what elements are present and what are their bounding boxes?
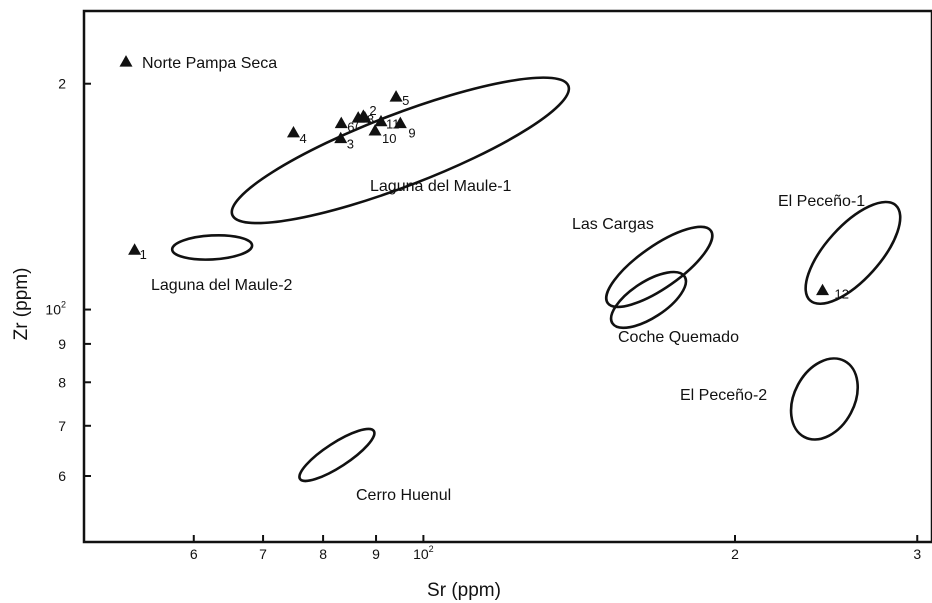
y-tick-label: 2 xyxy=(58,76,66,92)
point-marker-5 xyxy=(389,90,403,102)
point-marker-10 xyxy=(368,124,382,136)
point-marker-8 xyxy=(358,111,372,123)
legend-label: Norte Pampa Seca xyxy=(142,55,277,72)
point-marker-1 xyxy=(128,243,142,255)
point-marker-9 xyxy=(393,116,407,129)
y-tick-label: 8 xyxy=(58,374,66,390)
field-label-las-cargas: Las Cargas xyxy=(572,216,654,233)
point-marker-6 xyxy=(334,116,348,129)
legend: Norte Pampa Seca xyxy=(119,55,277,72)
field-ellipse-el-peceno-2 xyxy=(789,357,859,441)
field-ellipses: Laguna del Maule-1 Laguna del Maule-2 Las … xyxy=(151,76,902,504)
field-label-el-peceno-2: El Peceño-2 xyxy=(680,387,767,404)
point-label-10: 10 xyxy=(382,131,396,146)
point-label-12: 12 xyxy=(835,287,849,302)
x-axis-ticks: 6 7 8 9 102 2 3 xyxy=(190,535,921,562)
field-label-laguna-del-maule-2: Laguna del Maule-2 xyxy=(151,277,293,294)
point-label-2: 2 xyxy=(369,103,376,118)
x-tick-label: 2 xyxy=(731,546,739,562)
y-tick-label: 6 xyxy=(58,468,66,484)
x-tick-label: 6 xyxy=(190,546,198,562)
field-label-laguna-del-maule-1: Laguna del Maule-1 xyxy=(370,178,512,195)
point-label-8: 8 xyxy=(367,112,374,127)
point-label-1: 1 xyxy=(140,247,147,262)
field-ellipse-cerro-huenul xyxy=(298,427,376,483)
point-label-6: 6 xyxy=(347,120,354,135)
point-label-9: 9 xyxy=(408,126,415,141)
plot-frame xyxy=(82,9,932,544)
point-label-5: 5 xyxy=(402,93,409,108)
x-tick-label: 8 xyxy=(319,546,327,562)
legend-triangle-marker xyxy=(119,55,133,67)
field-label-coche-quemado: Coche Quemado xyxy=(618,329,739,346)
y-tick-label: 9 xyxy=(58,336,66,352)
x-tick-label: 102 xyxy=(413,544,434,562)
field-ellipse-laguna-del-maule-2 xyxy=(170,233,254,261)
field-label-cerro-huenul: Cerro Huenul xyxy=(356,487,451,504)
field-ellipse-las-cargas xyxy=(604,225,714,309)
field-ellipse-coche-quemado xyxy=(609,270,688,330)
field-ellipse-el-peceno-1 xyxy=(804,200,902,306)
y-axis-ticks: 6 7 8 9 102 2 xyxy=(45,76,91,484)
point-marker-11 xyxy=(374,114,388,127)
point-label-4: 4 xyxy=(299,131,306,146)
point-label-3: 3 xyxy=(347,137,354,152)
point-marker-12 xyxy=(816,283,830,296)
field-label-el-peceno-1: El Peceño-1 xyxy=(778,193,865,210)
point-marker-3 xyxy=(334,131,348,144)
point-marker-4 xyxy=(286,125,300,138)
y-tick-label: 7 xyxy=(58,418,66,434)
x-tick-label: 9 xyxy=(372,546,380,562)
y-axis-title: Zr (ppm) xyxy=(11,268,32,341)
field-ellipse-laguna-del-maule-1 xyxy=(230,76,571,225)
x-axis-title: Sr (ppm) xyxy=(427,580,501,601)
x-tick-label: 3 xyxy=(913,546,921,562)
y-tick-label: 102 xyxy=(45,300,66,318)
point-label-7: 7 xyxy=(353,116,360,131)
point-label-11: 11 xyxy=(386,117,400,132)
x-tick-label: 7 xyxy=(259,546,267,562)
